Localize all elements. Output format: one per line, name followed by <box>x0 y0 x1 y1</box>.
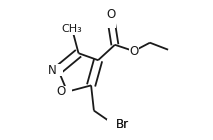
Bar <box>53 64 63 76</box>
Bar <box>109 119 119 130</box>
Bar <box>129 46 139 57</box>
Text: O: O <box>107 8 116 21</box>
Text: Br: Br <box>116 118 129 131</box>
Bar <box>62 86 72 97</box>
Text: Br: Br <box>116 118 129 131</box>
Bar <box>106 17 116 28</box>
Text: O: O <box>129 45 138 58</box>
Text: N: N <box>48 64 57 76</box>
Bar <box>64 24 81 35</box>
Text: CH₃: CH₃ <box>62 24 83 34</box>
Bar <box>107 119 121 130</box>
Text: O: O <box>57 85 66 98</box>
